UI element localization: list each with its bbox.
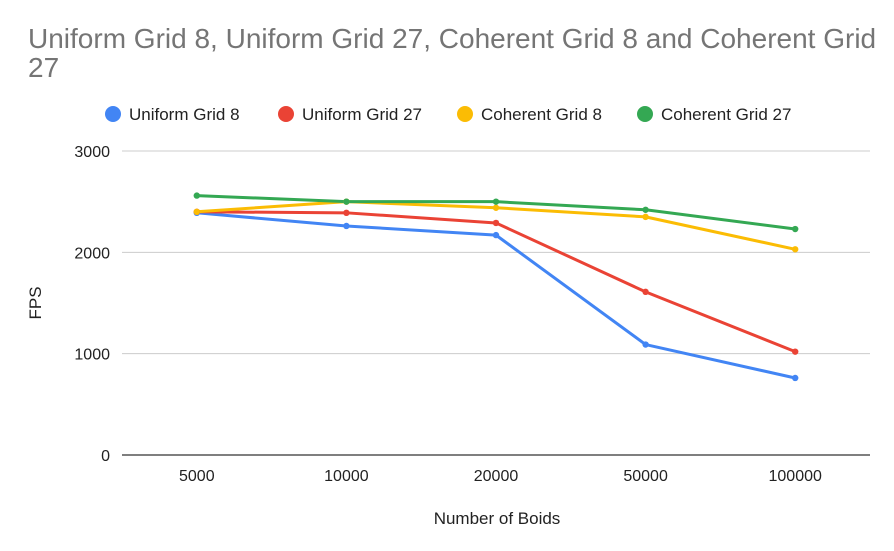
y-axis-title: FPS (26, 286, 45, 319)
legend-label: Coherent Grid 27 (661, 105, 791, 124)
data-point-coherent-grid-8 (792, 246, 799, 253)
data-point-coherent-grid-8 (642, 213, 649, 221)
y-tick-label: 1000 (74, 347, 110, 364)
data-point-coherent-grid-27 (343, 198, 350, 205)
data-point-coherent-grid-8 (492, 204, 500, 211)
data-point-uniform-grid-27 (642, 288, 649, 296)
data-point-uniform-grid-8 (792, 374, 799, 382)
x-tick-label: 100000 (769, 468, 822, 485)
x-tick-label: 5000 (179, 468, 215, 485)
x-tick-label: 50000 (623, 468, 668, 485)
data-point-coherent-grid-27 (642, 206, 649, 213)
y-tick-label: 0 (101, 448, 110, 465)
gridlines (122, 150, 870, 456)
legend-marker-coherent-grid-27 (637, 106, 653, 122)
legend-label: Uniform Grid 8 (129, 105, 240, 124)
data-point-uniform-grid-27 (492, 219, 500, 227)
data-point-uniform-grid-27 (792, 348, 799, 355)
series-points (193, 192, 799, 382)
data-point-coherent-grid-27 (792, 225, 799, 233)
x-tick-label: 20000 (474, 468, 519, 485)
legend-marker-uniform-grid-8 (105, 106, 121, 122)
legend: Uniform Grid 8 Uniform Grid 27 Coherent Gr… (105, 105, 791, 124)
legend-label: Coherent Grid 8 (481, 105, 602, 124)
legend-marker-coherent-grid-8 (457, 106, 473, 122)
x-axis-title: Number of Boids (434, 509, 561, 528)
y-axis-ticks: 0 1000 2000 3000 (74, 144, 110, 465)
legend-marker-uniform-grid-27 (278, 106, 294, 122)
y-tick-label: 3000 (74, 144, 110, 161)
data-point-coherent-grid-8 (193, 208, 200, 215)
chart-title: Uniform Grid 8, Uniform Grid 27, Coheren… (28, 23, 877, 83)
data-point-uniform-grid-8 (343, 222, 350, 230)
data-point-coherent-grid-27 (492, 198, 500, 205)
data-point-coherent-grid-27 (193, 192, 200, 199)
data-point-uniform-grid-8 (492, 231, 500, 239)
data-point-uniform-grid-8 (642, 341, 649, 348)
x-tick-label: 10000 (324, 468, 369, 485)
x-axis-ticks: 5000 10000 20000 50000 100000 (179, 468, 822, 485)
y-tick-label: 2000 (74, 245, 110, 262)
data-point-uniform-grid-27 (343, 209, 350, 217)
legend-label: Uniform Grid 27 (302, 105, 422, 124)
